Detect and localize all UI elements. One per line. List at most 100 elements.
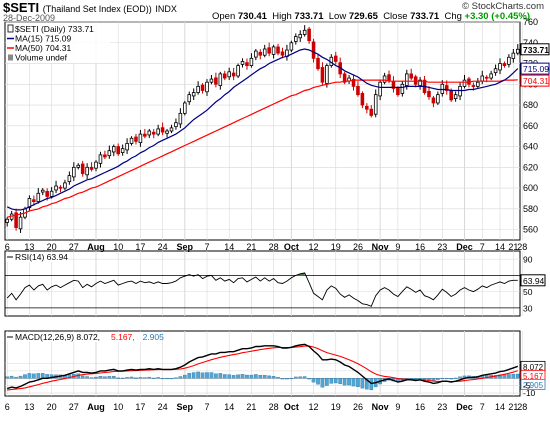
- macd-histogram-bar: [453, 377, 458, 379]
- candle-body: [444, 85, 449, 91]
- macd-histogram-bar: [40, 373, 45, 379]
- candle-body: [427, 90, 431, 98]
- candle-body: [267, 47, 271, 54]
- candle-body: [507, 56, 511, 65]
- macd-histogram-bar: [80, 375, 85, 379]
- candle-body: [40, 189, 45, 193]
- macd-histogram-bar: [49, 374, 54, 379]
- candle-body: [458, 85, 462, 97]
- macd-histogram-bar: [271, 376, 276, 379]
- candle-body: [484, 76, 489, 79]
- x-tick-label: 20: [47, 242, 57, 252]
- macd-histogram-bar: [285, 378, 289, 380]
- high-value: 733.71: [294, 11, 324, 22]
- candle-body: [27, 198, 32, 209]
- x-tick-label-bottom: 12: [309, 402, 319, 412]
- candle-body: [498, 63, 502, 71]
- price-y-tick: 580: [523, 204, 538, 214]
- x-tick-label: 21: [246, 242, 256, 252]
- candle-body: [449, 90, 453, 101]
- x-tick-label-bottom: 28: [269, 402, 279, 412]
- x-tick-label-bottom: Dec: [456, 402, 473, 412]
- macd-histogram-bar: [262, 375, 267, 379]
- x-tick-label-bottom: Aug: [87, 402, 105, 412]
- candle-body: [98, 154, 103, 164]
- candle-body: [18, 216, 23, 230]
- macd-line: [6, 343, 519, 390]
- candle-body: [471, 85, 476, 87]
- candle-body: [254, 50, 258, 58]
- macd-histogram-bar: [14, 376, 18, 379]
- macd-histogram-bar: [347, 378, 351, 386]
- ma15-line: [6, 48, 519, 211]
- quote-summary: Open 730.41 High 733.71 Low 729.65 Close…: [212, 11, 530, 22]
- macd-histogram-bar: [111, 376, 116, 379]
- close-label: Close: [383, 11, 408, 22]
- macd-histogram-bar: [191, 372, 196, 379]
- candle-body: [400, 83, 405, 94]
- candle-body: [165, 130, 169, 134]
- x-tick-label-bottom: 21: [508, 402, 518, 412]
- candle-body: [307, 28, 311, 42]
- macd-histogram-bar: [89, 377, 94, 379]
- candle-body: [249, 57, 254, 66]
- candle-body: [160, 127, 165, 133]
- x-tick-label: 13: [24, 242, 34, 252]
- candle-body: [360, 93, 365, 106]
- x-tick-label: 24: [158, 242, 168, 252]
- macd-histogram-bar: [254, 374, 258, 379]
- chart-header-symbol: $SETI (Thailand Set Index (EOD)) INDX: [3, 0, 177, 15]
- macd-histogram-bar: [298, 376, 303, 379]
- x-tick-label-bottom: 17: [135, 402, 145, 412]
- candle-body: [129, 137, 134, 144]
- candle-body: [183, 102, 187, 114]
- candle-body: [67, 175, 72, 183]
- candle-body: [191, 92, 196, 97]
- candle-body: [356, 85, 360, 96]
- x-tick-label-bottom: 21: [246, 402, 256, 412]
- macd-histogram-bar: [27, 373, 32, 379]
- candle-body: [298, 34, 303, 39]
- candle-body: [493, 68, 498, 74]
- macd-histogram-bar: [120, 377, 125, 379]
- macd-histogram-bar: [107, 376, 112, 379]
- price-y-tick: 760: [523, 17, 538, 27]
- candle-body: [418, 79, 422, 86]
- macd-histogram-bar: [227, 374, 232, 379]
- macd-histogram-bar: [307, 378, 311, 380]
- candle-body: [125, 143, 129, 151]
- candle-body: [227, 71, 231, 78]
- candle-body: [174, 122, 178, 128]
- macd-histogram-bar: [325, 378, 329, 386]
- rsi-panel-frame: [4, 250, 521, 317]
- x-tick-label: 7: [204, 242, 209, 252]
- close-value: 733.71: [410, 11, 440, 22]
- candle-body: [311, 41, 316, 59]
- macd-histogram-bar: [289, 377, 294, 380]
- macd-histogram-bar: [129, 376, 134, 379]
- macd-histogram-bar: [174, 377, 178, 379]
- candle-body: [222, 73, 227, 79]
- macd-histogram-bar: [23, 374, 27, 379]
- x-tick-label: 14: [495, 242, 505, 252]
- macd-value-box: [520, 378, 546, 390]
- candle-body: [351, 78, 356, 87]
- rsi-y-tick: 63.94: [523, 276, 545, 286]
- chg-value: +3.30 (+0.45%): [464, 11, 531, 22]
- x-tick-label: 28: [269, 242, 279, 252]
- macd-histogram-bar: [18, 375, 23, 379]
- candle-body: [271, 46, 276, 55]
- stockcharts-brand[interactable]: © StockCharts.com: [462, 1, 544, 12]
- x-tick-label-bottom: 9: [395, 402, 400, 412]
- candle-body: [111, 146, 116, 153]
- legend-candle-icon: [7, 24, 14, 33]
- x-tick-label-bottom: Nov: [372, 402, 389, 412]
- rsi-value-box: [520, 274, 546, 287]
- x-tick-label-bottom: 26: [353, 402, 363, 412]
- candle-body: [45, 191, 49, 197]
- macd-histogram-bar: [333, 378, 338, 384]
- macd-histogram-bar: [342, 378, 347, 386]
- x-tick-label-bottom: 23: [437, 402, 447, 412]
- x-tick-label: 19: [331, 242, 341, 252]
